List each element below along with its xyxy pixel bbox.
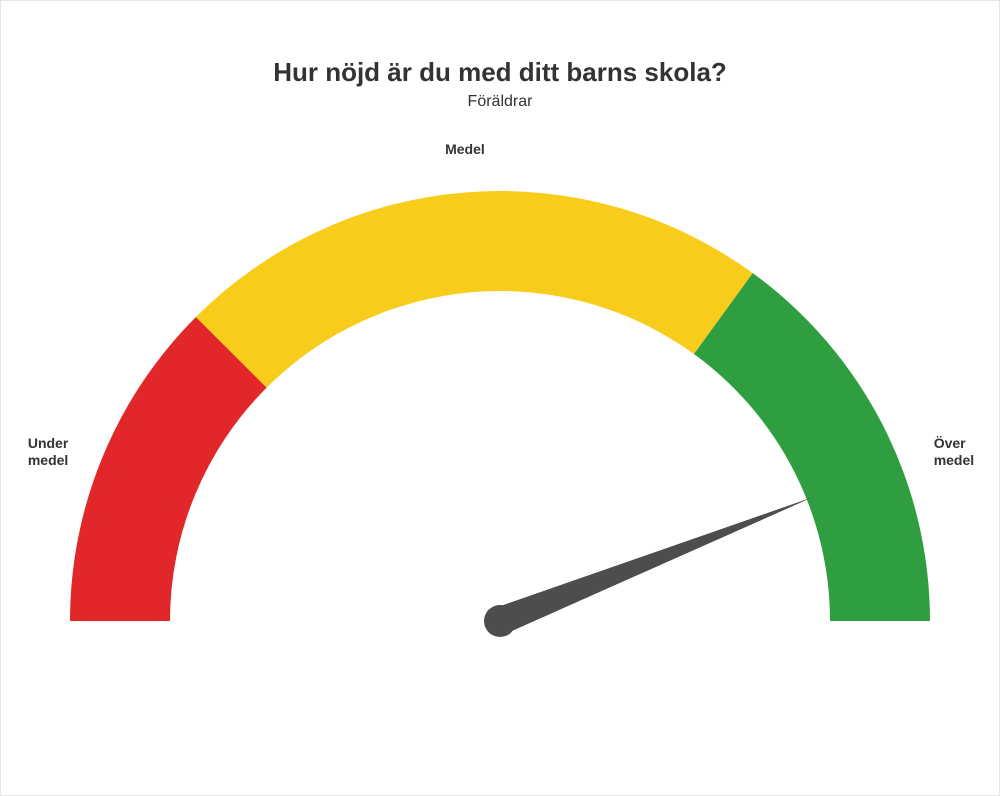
segment-label-medel: Medel xyxy=(425,141,505,159)
gauge-segment xyxy=(694,273,930,621)
gauge-hub xyxy=(484,605,516,637)
gauge-svg xyxy=(70,191,930,661)
segment-label-over-medel: Över medel xyxy=(934,435,989,470)
gauge-segment xyxy=(196,191,753,388)
gauge-needle xyxy=(495,497,813,634)
gauge-segment xyxy=(70,317,267,621)
chart-subtitle: Föräldrar xyxy=(1,93,999,111)
segment-label-under-medel: Under medel xyxy=(13,435,68,470)
chart-frame: Hur nöjd är du med ditt barns skola? För… xyxy=(0,0,1000,796)
gauge-chart xyxy=(70,191,930,666)
chart-title: Hur nöjd är du med ditt barns skola? xyxy=(1,57,999,88)
